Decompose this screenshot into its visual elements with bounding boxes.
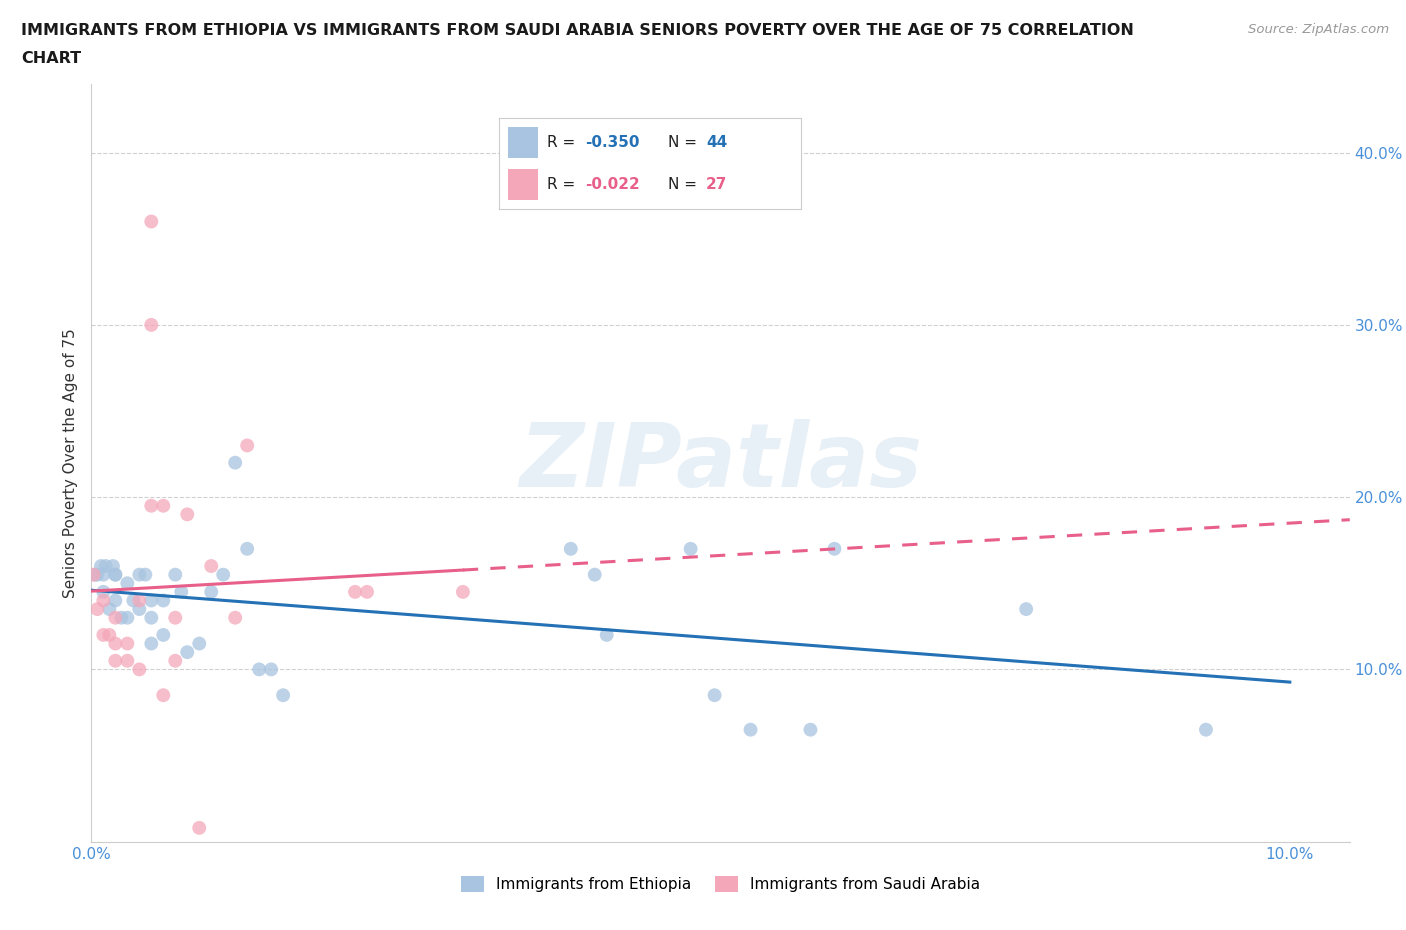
Point [141,593,163,608]
Point [152,498,174,513]
FancyBboxPatch shape [508,169,538,200]
Point [170,584,193,599]
Point [141,214,163,229]
Point [134,567,156,582]
Point [212,567,235,582]
Point [86,567,108,582]
Point [200,584,222,599]
Point [176,644,198,659]
Point [98,628,121,643]
Point [122,593,145,608]
Point [117,610,139,625]
Point [200,559,222,574]
Point [152,628,174,643]
Point [104,593,127,608]
Point [94,559,117,574]
Text: 44: 44 [706,135,727,151]
Point [560,541,582,556]
Point [117,654,139,669]
Point [93,567,115,582]
Point [247,662,270,677]
Text: 27: 27 [706,177,727,193]
Point [260,662,283,677]
Text: R =: R = [547,177,581,193]
Point [128,567,150,582]
Point [271,688,294,703]
Point [90,559,112,574]
Point [141,610,163,625]
Point [152,593,174,608]
Point [799,723,821,737]
Text: R =: R = [547,135,581,151]
Point [93,628,115,643]
Point [236,541,259,556]
Point [356,584,378,599]
Point [583,567,606,582]
Point [703,688,725,703]
Point [165,567,187,582]
Point [104,610,127,625]
Point [117,636,139,651]
Point [224,456,246,471]
Point [141,636,163,651]
Point [165,610,187,625]
Point [224,610,246,625]
Text: ZIPatlas: ZIPatlas [519,419,922,506]
Point [93,584,115,599]
Point [128,602,150,617]
Point [141,317,163,332]
Point [188,636,211,651]
Text: CHART: CHART [21,51,82,66]
Point [104,654,127,669]
Point [84,567,107,582]
Point [596,628,619,643]
Text: IMMIGRANTS FROM ETHIOPIA VS IMMIGRANTS FROM SAUDI ARABIA SENIORS POVERTY OVER TH: IMMIGRANTS FROM ETHIOPIA VS IMMIGRANTS F… [21,23,1135,38]
Point [141,498,163,513]
Point [679,541,702,556]
Point [823,541,845,556]
Point [83,567,105,582]
Point [344,584,367,599]
Point [451,584,474,599]
Point [1015,602,1038,617]
Point [1195,723,1218,737]
Point [117,576,139,591]
Point [176,507,198,522]
Point [740,723,762,737]
Text: Source: ZipAtlas.com: Source: ZipAtlas.com [1249,23,1389,36]
Point [128,593,150,608]
Text: -0.350: -0.350 [585,135,640,151]
Point [93,593,115,608]
Point [236,438,259,453]
Text: N =: N = [668,177,702,193]
Text: -0.022: -0.022 [585,177,640,193]
Point [104,567,127,582]
Point [104,567,127,582]
Point [86,602,108,617]
FancyBboxPatch shape [508,127,538,158]
Point [101,559,124,574]
Point [188,820,211,835]
Point [98,602,121,617]
Point [104,636,127,651]
Point [165,654,187,669]
Legend: Immigrants from Ethiopia, Immigrants from Saudi Arabia: Immigrants from Ethiopia, Immigrants fro… [456,870,986,898]
Y-axis label: Seniors Poverty Over the Age of 75: Seniors Poverty Over the Age of 75 [63,327,79,598]
Text: N =: N = [668,135,702,151]
Point [128,662,150,677]
Point [110,610,132,625]
Point [152,688,174,703]
